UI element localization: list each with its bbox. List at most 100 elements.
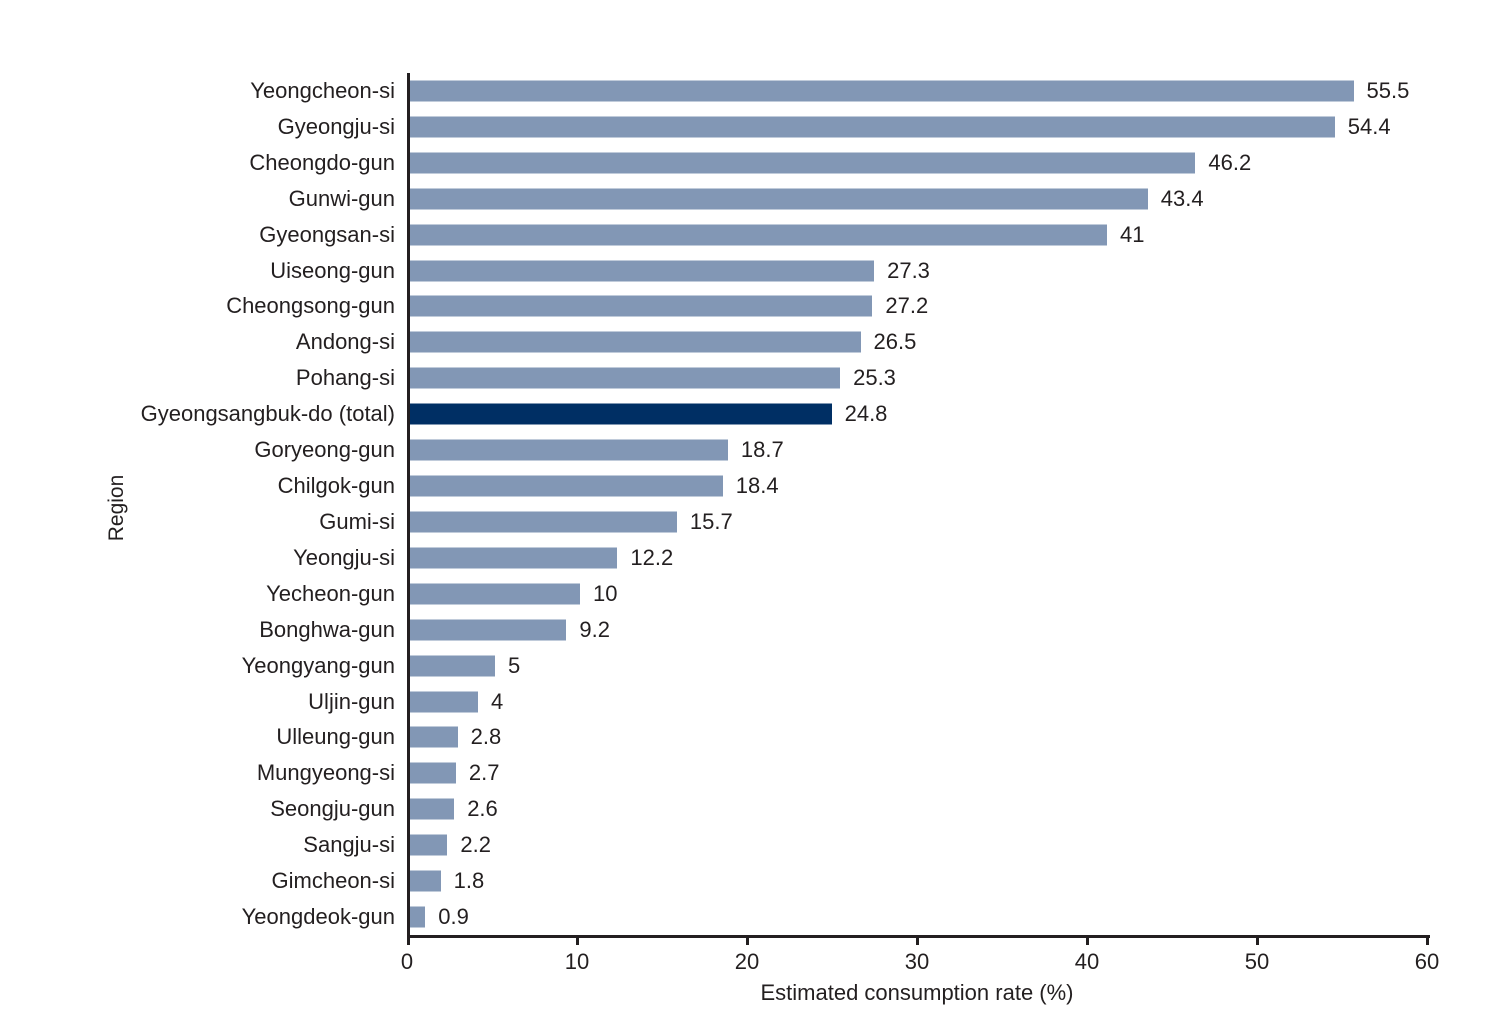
category-label: Uljin-gun bbox=[308, 688, 395, 714]
bar-row: Goryeong-gun 18.7 bbox=[254, 432, 1427, 468]
value-label: 24.8 bbox=[844, 401, 888, 427]
bar bbox=[410, 798, 455, 820]
bar bbox=[410, 726, 458, 748]
value-label: 10 bbox=[593, 580, 618, 606]
bar-row: Andong-si 26.5 bbox=[296, 324, 1427, 360]
category-label: Yeongju-si bbox=[293, 544, 395, 570]
bar-row: Mungyeong-si 2.7 bbox=[257, 755, 1427, 791]
bar-row: Bonghwa-gun 9.2 bbox=[259, 612, 1427, 648]
category-label: Gyeongsangbuk-do (total) bbox=[140, 401, 395, 427]
value-label: 18.4 bbox=[735, 473, 779, 499]
value-label: 26.5 bbox=[873, 329, 917, 355]
bar-row: Yeongyang-gun 5 bbox=[242, 648, 1427, 684]
value-label: 9.2 bbox=[579, 616, 610, 642]
bar-row: Yeongju-si 12.2 bbox=[293, 540, 1427, 576]
bar bbox=[410, 547, 618, 569]
value-label: 27.3 bbox=[887, 257, 930, 283]
x-tick-label: 0 bbox=[400, 949, 414, 974]
bar-row: Yecheon-gun 10 bbox=[266, 576, 1427, 612]
y-axis-title: Region bbox=[105, 474, 128, 542]
value-label: 5 bbox=[508, 652, 521, 678]
category-label: Gumi-si bbox=[319, 508, 395, 534]
value-label: 41 bbox=[1120, 221, 1145, 247]
x-axis-line bbox=[407, 935, 1430, 938]
bar bbox=[410, 367, 841, 389]
value-label: 54.4 bbox=[1347, 113, 1391, 139]
x-tick-mark bbox=[575, 935, 579, 945]
bar bbox=[410, 439, 728, 461]
value-label: 55.5 bbox=[1366, 77, 1410, 103]
x-tick-label: 40 bbox=[1074, 949, 1100, 974]
bar bbox=[410, 475, 723, 497]
bar bbox=[410, 511, 677, 533]
bar-row: Ulleung-gun 2.8 bbox=[276, 720, 1427, 756]
value-label: 4 bbox=[491, 688, 504, 714]
bar-row: Gimcheon-si 1.8 bbox=[272, 863, 1427, 899]
category-label: Cheongsong-gun bbox=[226, 293, 395, 319]
bar bbox=[410, 331, 861, 353]
bar bbox=[410, 152, 1196, 174]
value-label: 15.7 bbox=[689, 508, 733, 534]
bar bbox=[410, 870, 441, 892]
category-label: Gyeongju-si bbox=[277, 113, 395, 139]
category-label: Uiseong-gun bbox=[270, 257, 395, 283]
bar bbox=[410, 619, 567, 641]
bar bbox=[410, 295, 873, 317]
x-tick-label: 60 bbox=[1414, 949, 1440, 974]
value-label: 43.4 bbox=[1160, 185, 1204, 211]
category-label: Ulleung-gun bbox=[276, 724, 395, 750]
category-label: Andong-si bbox=[295, 329, 395, 355]
x-tick-mark bbox=[407, 935, 410, 945]
bar bbox=[410, 116, 1335, 138]
bar-row: Uljin-gun 4 bbox=[308, 684, 1427, 720]
value-label: 2.2 bbox=[460, 832, 491, 858]
bar bbox=[410, 834, 448, 856]
x-tick-mark bbox=[1425, 935, 1429, 945]
x-tick-label: 20 bbox=[734, 949, 760, 974]
bar-row: Gyeongju-si 54.4 bbox=[278, 109, 1427, 145]
category-label: Bonghwa-gun bbox=[259, 616, 395, 642]
category-label: Yeongcheon-si bbox=[250, 77, 395, 103]
bar bbox=[410, 655, 495, 677]
bar-row: Sangju-si 2.2 bbox=[303, 827, 1427, 863]
bar bbox=[410, 583, 580, 605]
category-label: Goryeong-gun bbox=[254, 437, 395, 463]
bar-row: Gumi-si 15.7 bbox=[319, 504, 1427, 540]
value-label: 2.8 bbox=[470, 724, 502, 750]
value-label: 0.9 bbox=[438, 904, 469, 930]
category-label: Gunwi-gun bbox=[288, 185, 395, 211]
bar-row: Gyeongsangbuk-do (total) 24.8 bbox=[141, 396, 1427, 432]
category-label: Yecheon-gun bbox=[266, 580, 395, 606]
category-label: Mungyeong-si bbox=[256, 760, 395, 786]
value-label: 27.2 bbox=[885, 293, 929, 319]
category-label: Yeongyang-gun bbox=[241, 652, 395, 678]
category-label: Gimcheon-si bbox=[271, 868, 395, 894]
category-label: Cheongdo-gun bbox=[249, 149, 395, 175]
value-label: 18.7 bbox=[740, 437, 784, 463]
bar bbox=[410, 260, 875, 282]
x-tick-mark bbox=[915, 935, 919, 945]
bar bbox=[410, 80, 1354, 102]
category-label: Gyeongsan-si bbox=[259, 221, 395, 247]
value-label: 2.7 bbox=[468, 760, 500, 786]
bar-row: Pohang-si 25.3 bbox=[296, 360, 1427, 396]
category-label: Sangju-si bbox=[303, 832, 395, 858]
bar bbox=[410, 224, 1107, 246]
bar-total-highlighted bbox=[410, 403, 832, 425]
bar bbox=[410, 188, 1148, 210]
plot-area: Yeongcheon-si 55.5 Gyeongju-si 54.4 Cheongdo… bbox=[141, 73, 1439, 973]
bar bbox=[410, 762, 456, 784]
value-label: 25.3 bbox=[853, 365, 896, 391]
category-label: Yeongdeok-gun bbox=[241, 904, 395, 930]
x-tick-label: 50 bbox=[1244, 949, 1270, 974]
bar-row: Yeongdeok-gun 0.9 bbox=[242, 899, 1427, 935]
bar-row: Cheongsong-gun 27.2 bbox=[226, 289, 1427, 325]
x-tick-label: 30 bbox=[904, 949, 930, 974]
bar-row: Cheongdo-gun 46.2 bbox=[249, 145, 1427, 181]
y-axis-line bbox=[407, 73, 410, 935]
value-label: 1.8 bbox=[453, 868, 485, 894]
value-label: 2.6 bbox=[467, 796, 498, 822]
x-axis-title: Estimated consumption rate (%) bbox=[760, 980, 1074, 1005]
bar bbox=[410, 691, 478, 713]
